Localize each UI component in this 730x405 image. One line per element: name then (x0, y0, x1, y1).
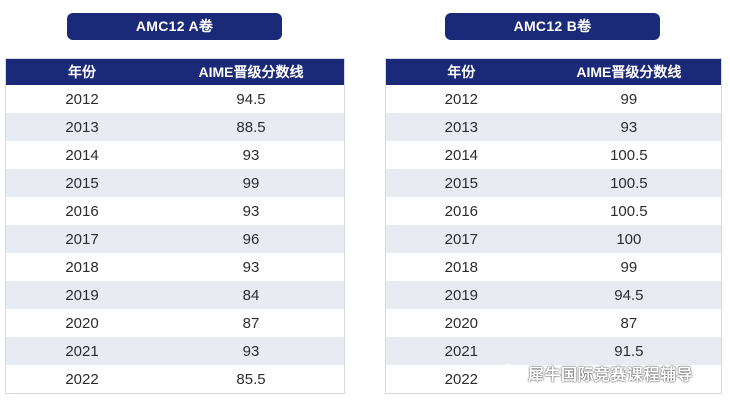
panel-title-b: AMC12 B卷 (445, 13, 660, 40)
year-cell: 2016 (444, 202, 479, 220)
table-row: 2020 87 (385, 309, 722, 337)
table-header-row: 年份 AIME晋级分数线 (5, 58, 345, 85)
watermark: 犀牛国际竞赛课程辅导 (500, 359, 693, 387)
year-cell: 2020 (65, 314, 99, 332)
year-cell: 2019 (444, 286, 479, 304)
score-cell: 93 (242, 258, 260, 276)
table-body-b: 2012 99 2013 93 2014 100.5 2015 100.5 2016 100.5 2… (385, 85, 722, 394)
score-cell: 85.5 (236, 370, 266, 388)
score-cell: 87 (242, 314, 260, 332)
score-cell: 84 (242, 286, 260, 304)
year-cell: 2012 (65, 90, 99, 108)
score-cell: 91.5 (614, 342, 644, 360)
year-cell: 2021 (444, 342, 479, 360)
year-cell: 2012 (444, 90, 479, 108)
year-cell: 2016 (65, 202, 99, 220)
score-cell: 100.5 (610, 146, 648, 164)
score-cell: 99 (242, 174, 260, 192)
score-cell: 93 (620, 118, 638, 136)
table-row: 2019 94.5 (385, 281, 722, 309)
table-header-row: 年份 AIME晋级分数线 (385, 58, 722, 85)
table-row: 2012 99 (385, 85, 722, 113)
watermark-text: 犀牛国际竞赛课程辅导 (528, 367, 694, 384)
column-header-score: AIME晋级分数线 (198, 64, 304, 80)
score-cell: 93 (242, 146, 260, 164)
year-cell: 2018 (65, 258, 99, 276)
table-row: 2021 93 (5, 337, 345, 365)
score-cell: 100.5 (610, 174, 648, 192)
table-body-a: 2012 94.5 2013 88.5 2014 93 2015 99 2016 93 2017 96… (5, 85, 345, 394)
table-row: 2016 93 (5, 197, 345, 225)
score-table-b: 年份 AIME晋级分数线 2012 99 2013 93 2014 100.5 2015 10… (385, 58, 722, 394)
table-row: 2015 99 (5, 169, 345, 197)
column-header-year: 年份 (68, 64, 97, 80)
table-row: 2014 93 (5, 141, 345, 169)
year-cell: 2015 (444, 174, 479, 192)
score-cell: 94.5 (236, 90, 266, 108)
score-cell: 88.5 (236, 118, 266, 136)
year-cell: 2013 (444, 118, 479, 136)
table-row: 2017 96 (5, 225, 345, 253)
panel-title-a: AMC12 A卷 (67, 13, 282, 40)
year-cell: 2017 (444, 230, 479, 248)
year-cell: 2018 (444, 258, 479, 276)
score-cell: 100 (616, 230, 642, 248)
year-cell: 2017 (65, 230, 99, 248)
table-row: 2022 85.5 (5, 365, 345, 394)
table-row: 2018 99 (385, 253, 722, 281)
table-row: 2012 94.5 (5, 85, 345, 113)
score-cell: 99 (620, 90, 638, 108)
table-row: 2013 88.5 (5, 113, 345, 141)
score-cell: 93 (242, 342, 260, 360)
year-cell: 2019 (65, 286, 99, 304)
wechat-icon (500, 364, 522, 382)
year-cell: 2020 (444, 314, 479, 332)
table-row: 2013 93 (385, 113, 722, 141)
year-cell: 2013 (65, 118, 99, 136)
year-cell: 2014 (444, 146, 479, 164)
table-row: 2019 84 (5, 281, 345, 309)
score-cell: 93 (242, 202, 260, 220)
table-row: 2014 100.5 (385, 141, 722, 169)
table-row: 2020 87 (5, 309, 345, 337)
column-header-score: AIME晋级分数线 (576, 64, 682, 80)
year-cell: 2022 (65, 370, 99, 388)
year-cell: 2014 (65, 146, 99, 164)
score-cell: 87 (620, 314, 638, 332)
table-row: 2015 100.5 (385, 169, 722, 197)
table-row: 2018 93 (5, 253, 345, 281)
score-cell: 94.5 (614, 286, 644, 304)
year-cell: 2015 (65, 174, 99, 192)
table-row: 2016 100.5 (385, 197, 722, 225)
score-cell: 100.5 (610, 202, 648, 220)
year-cell: 2022 (444, 370, 479, 388)
score-cell: 99 (620, 258, 638, 276)
score-cell: 96 (242, 230, 260, 248)
year-cell: 2021 (65, 342, 99, 360)
table-row: 2021 91.5 (385, 337, 722, 365)
table-row: 2022 (385, 365, 722, 394)
table-row: 2017 100 (385, 225, 722, 253)
score-table-a: 年份 AIME晋级分数线 2012 94.5 2013 88.5 2014 93 2015 9… (5, 58, 345, 394)
column-header-year: 年份 (447, 64, 476, 80)
